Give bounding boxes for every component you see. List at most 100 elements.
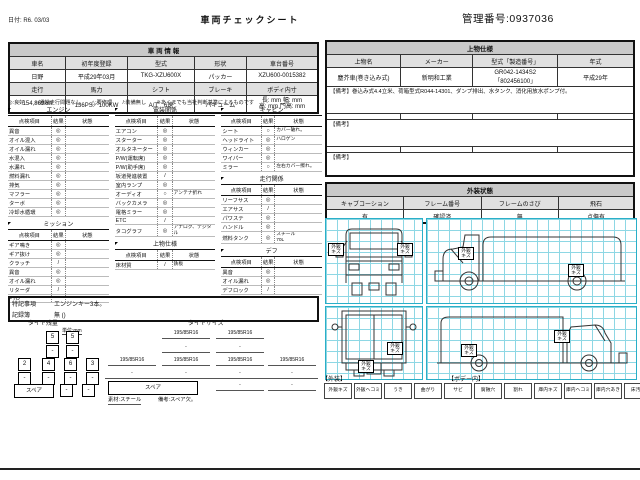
check-result: / [50,285,66,295]
inspection-row: P/W(助手席) ◎ [114,162,216,172]
check-item: リーフサス [221,195,262,205]
inspection-row: オーディオ ○ アンテナ折れ [114,189,216,199]
check-item: タコグラフ [114,224,158,237]
check-state [65,249,109,259]
check-item: エアコン [114,126,158,136]
check-state [65,189,109,199]
check-item: 燃料タンク [221,231,262,244]
inspection-row: オイル漏れ ◎ [8,144,109,154]
check-state: カバー破れ。 [274,126,323,136]
inspection-row: 冷却水循環 ◎ [8,207,109,217]
check-item: オーディオ [114,189,158,199]
check-result: ◎ [50,198,66,208]
check-result: ◎ [50,249,66,259]
diagram-rear-view [325,306,423,380]
check-state [65,180,109,190]
damage-label: 外鈑キズ [461,344,477,358]
superstructure-title: 上物仕様 [325,40,635,55]
col-header: 点検項目 [221,115,262,127]
check-result: ◎ [50,126,66,136]
check-result: ◎ [261,222,276,232]
damage-label: 外鈑キズ [458,247,474,261]
vehicle-info-header-row2: 走行 馬力 シフト ブレーキ ボディ内寸 [8,82,319,96]
inspection-column-2: 電装関係 点検項目 結果 状態 エアコン ◎ スターター ◎ オルタネーター ◎ P/W(運転席… [114,107,216,307]
remarks-2: 【備考】 [325,119,635,147]
check-state [172,135,216,145]
check-state [274,213,323,223]
check-item: パワステ [221,213,262,223]
check-state [172,153,216,163]
check-state [172,126,216,136]
check-item: オイル漏れ [221,276,262,286]
check-result: ◎ [261,213,276,223]
col-header: 年式 [556,54,635,68]
body-interior-legend-label: 【ボデー内】 [448,377,485,383]
tire-tread-title: タイヤ残量 [28,321,58,327]
check-item: ヘッドライト [221,135,262,145]
check-result: ◎ [157,224,173,237]
check-item: オイル漏れ [8,144,52,154]
inspection-row: オルタネーター ◎ [114,144,216,154]
superstructure-model: GR042-1434S2 「802456100」 [472,67,558,87]
check-item: リターダ [8,285,52,295]
inspection-row: ETC / [114,216,216,225]
tire-size-rear-2: 195/85R16 [162,357,210,366]
check-result: ○ [261,162,276,172]
check-item: 異音 [221,267,262,277]
tire-size-rear-4: 195/85R16 [268,357,316,366]
col-header: 結果 [261,115,276,127]
inspection-row: 異音 ◎ [221,267,323,277]
check-state [65,285,109,295]
check-result: ◎ [261,195,276,205]
check-state [65,207,109,217]
section-title: 上物仕様 [114,241,216,249]
inspection-row: ヘッドライト ◎ ハロゲン [221,135,323,145]
check-state [274,222,323,232]
check-item: 坂道発進装置 [114,171,158,181]
check-item: デフロック [221,285,262,295]
inspection-row: 坂道発進装置 / [114,171,216,181]
inspection-row: オイル漏れ ◎ [8,276,109,286]
check-state: ハロゲン [274,135,323,145]
check-result: ◎ [50,180,66,190]
col-header: 飛石 [558,196,635,210]
special-notes-box: 特記事項 エンジンキー3本。 記録簿 無 () [8,296,319,322]
vehicle-info-header-row1: 車名 初年度登録 型式 形状 車台番号 [8,56,319,70]
tire-tread-spare-box: スペア [14,384,54,398]
check-result: ◎ [50,267,66,277]
col-header: ボディ内寸 [245,82,319,96]
tire-size-divider [105,378,318,379]
inspection-row: ウィンカー ◎ [221,144,323,154]
damage-type-chip: 庫内穴あき [594,383,622,399]
check-item: オルタネーター [114,144,158,154]
damage-type-chip: 床汚れ [624,383,640,399]
check-state [65,240,109,250]
col-header: 結果 [261,184,276,196]
engine-section: エンジン 点検項目 結果 状態 異音 ◎ オイル混入 ◎ オイル漏れ ◎ 水混入 ◎ 水漏れ ◎ 燃料漏… [8,107,109,217]
col-header: 車名 [8,56,66,70]
check-item: 水漏れ [8,162,52,172]
tire-size-front-2: 195/85R16 [216,330,264,339]
col-header: 走行 [8,82,66,96]
check-state [65,144,109,154]
check-result: ◎ [50,162,66,172]
col-header: 上物名 [325,54,401,68]
damage-type-chip: サビ [444,383,472,399]
section-title: 電装関係 [114,107,216,115]
col-header: メーカー [399,54,474,68]
tire-material: 素材:スチール [108,397,142,405]
col-header: 状態 [274,184,323,196]
check-result [50,294,66,303]
check-result: ◎ [157,198,173,208]
check-state [172,171,216,181]
check-item: シート [221,126,262,136]
inspection-row: オイル漏れ ◎ [221,276,323,286]
vehicle-name: 日野 [8,69,66,83]
damage-label: 外鈑キズ [358,360,374,374]
inspection-row: 異音 ◎ [8,267,109,277]
check-state [172,198,216,208]
inspection-row: 異音 ◎ [8,126,109,136]
check-result: ◎ [261,276,276,286]
record-book-value: 無 () [54,313,66,319]
inspection-column-1: エンジン 点検項目 結果 状態 異音 ◎ オイル混入 ◎ オイル漏れ ◎ 水混入 ◎ 水漏れ ◎ 燃料漏… [8,107,109,307]
